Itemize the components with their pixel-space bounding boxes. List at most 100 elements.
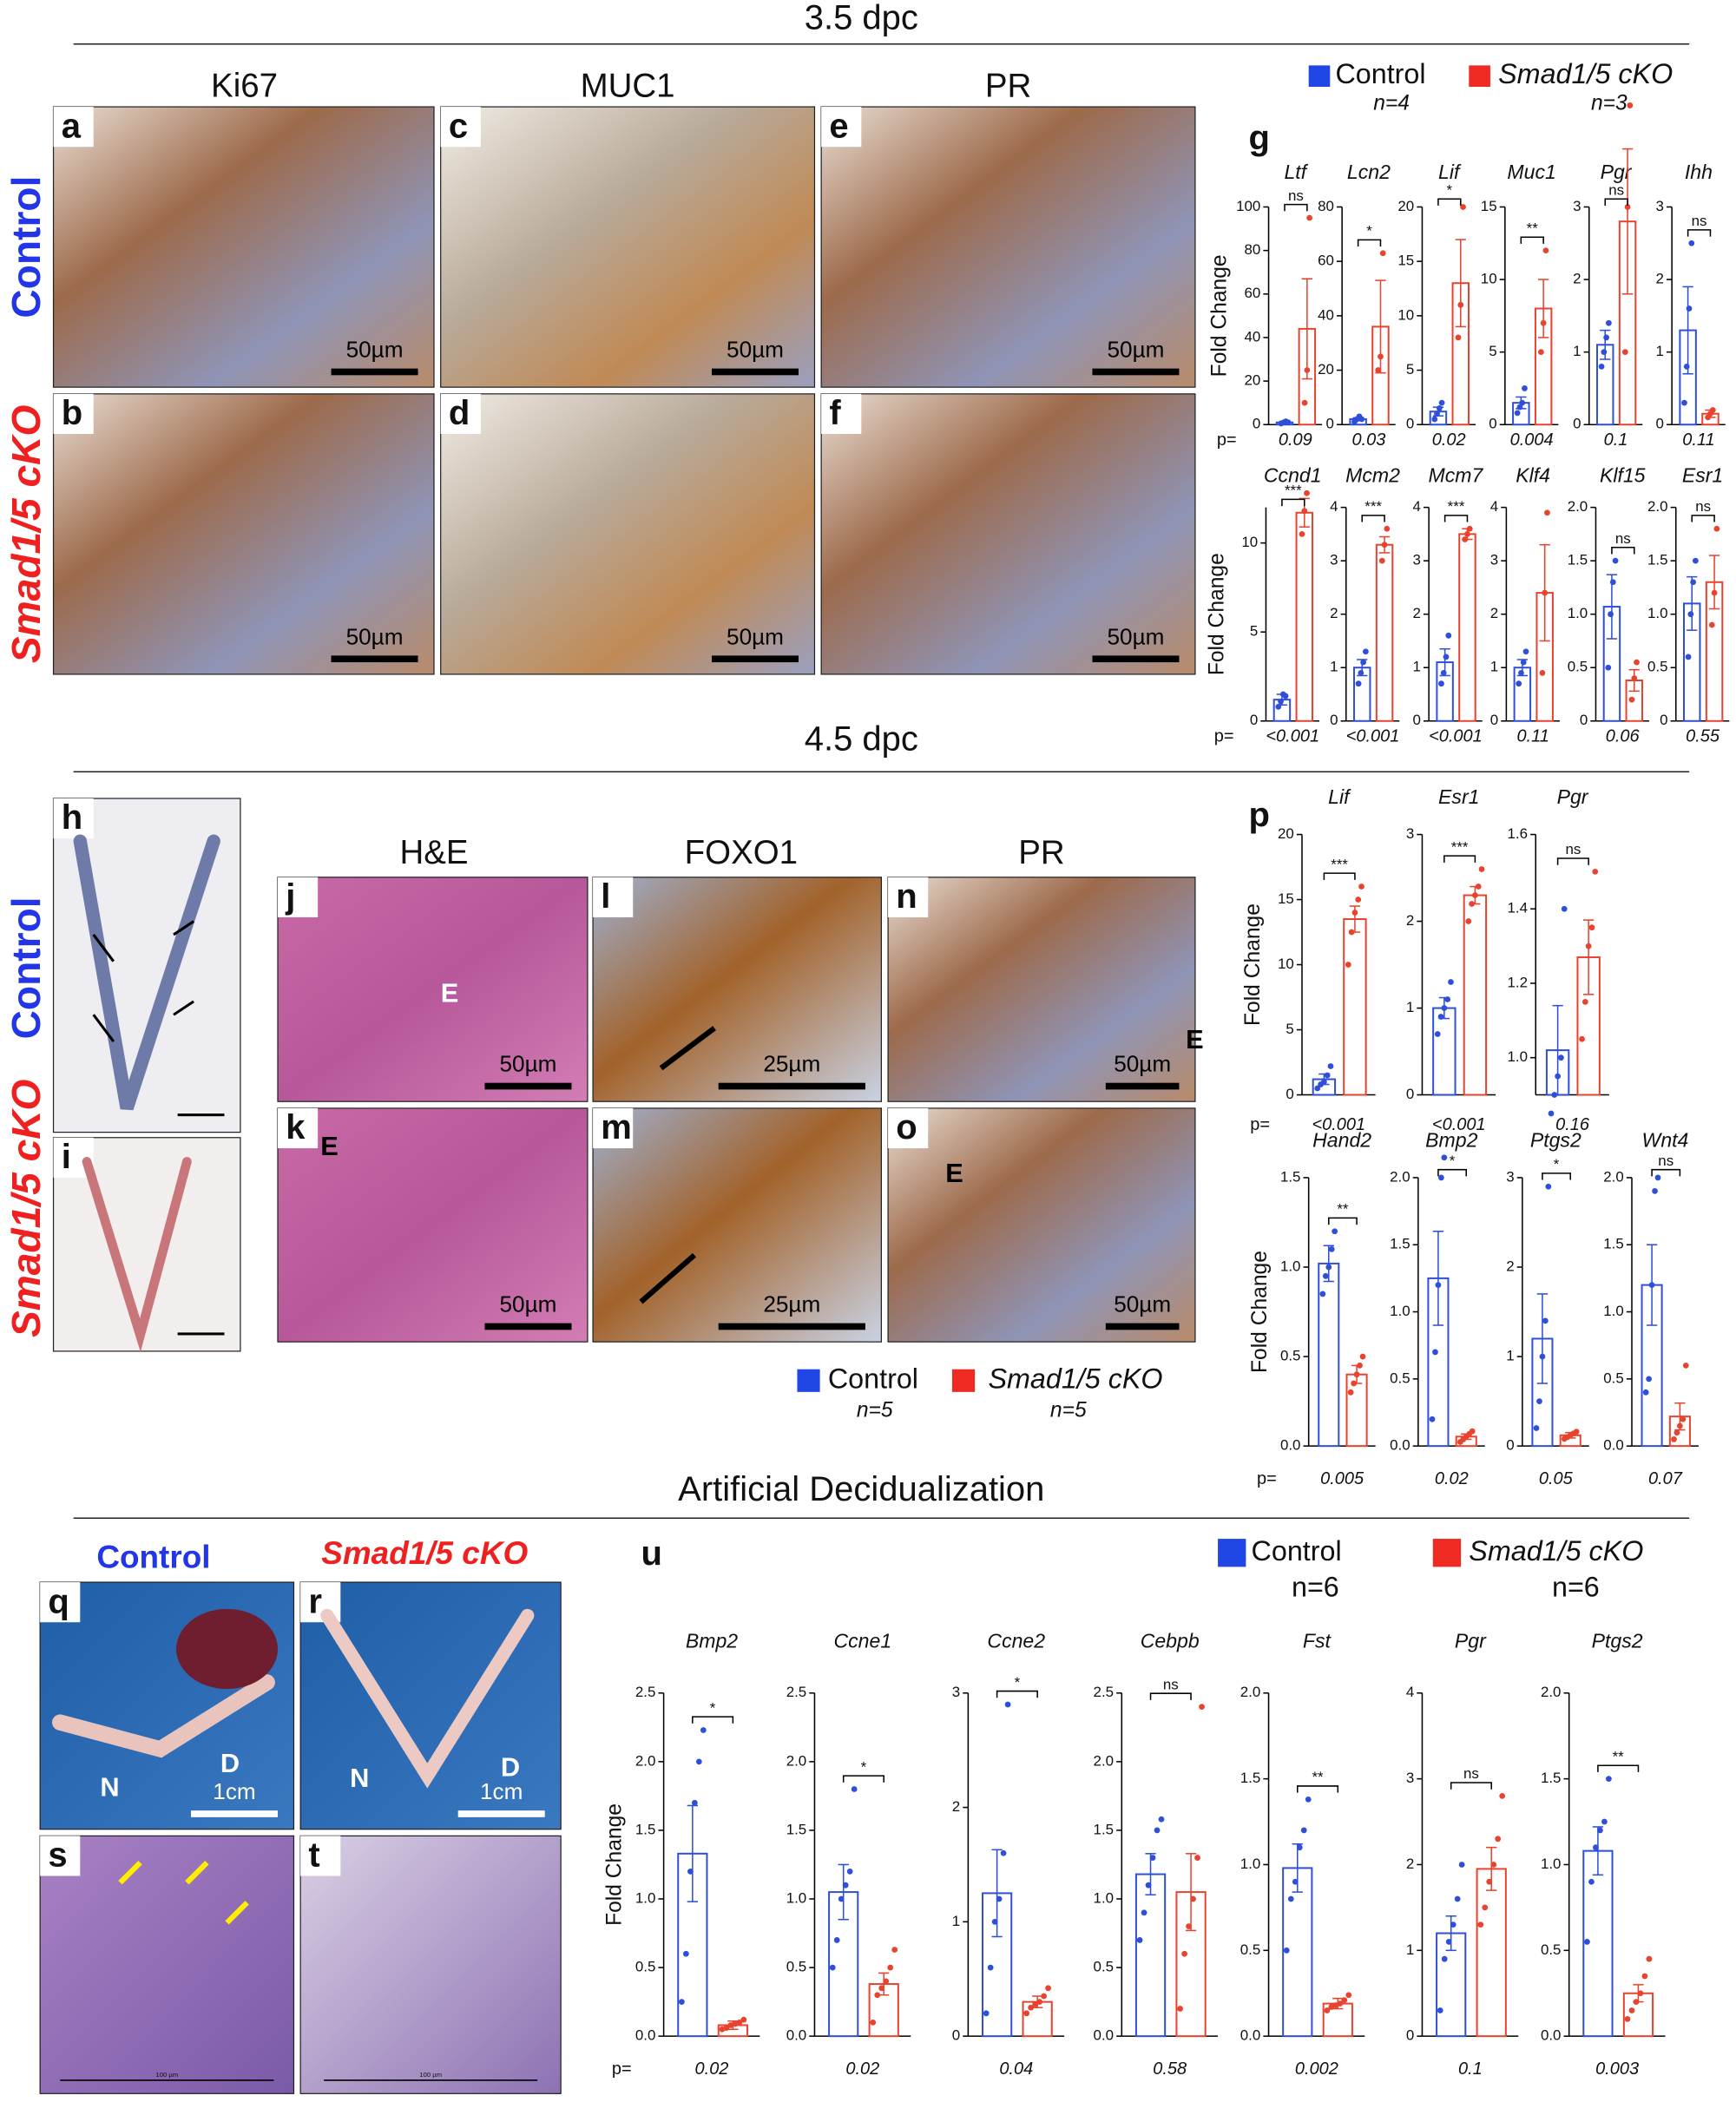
data-point (1304, 367, 1311, 373)
y-tick-label: 1.5 (1541, 1770, 1562, 1786)
data-point (1292, 1878, 1299, 1885)
data-point (1646, 1376, 1653, 1383)
data-point (991, 1918, 998, 1925)
y-tick-label: 1.5 (1568, 552, 1588, 568)
data-point (1573, 1429, 1580, 1435)
data-point (1332, 1228, 1338, 1235)
bar (1343, 918, 1367, 1096)
data-point (1327, 1063, 1334, 1069)
panel-letter: t (308, 1836, 319, 1875)
y-tick-label: 5 (1406, 361, 1414, 378)
y-tick-label: 0.5 (1390, 1370, 1410, 1386)
y-tick-label: 0.5 (1094, 1959, 1115, 1975)
significance-bracket (1520, 236, 1544, 244)
y-tick-label: 1.5 (1280, 1168, 1301, 1185)
y-tick-label: 2.0 (1647, 498, 1668, 515)
scale-bar-label: 100 µm (419, 2071, 442, 2079)
data-point (1542, 1317, 1549, 1324)
chart-title: Lif (1438, 161, 1462, 183)
y-tick-label: 4 (1490, 498, 1498, 515)
y-tick-label: 20 (1278, 825, 1294, 842)
y-tick-label: 2 (1406, 1856, 1414, 1872)
y-tick-label: 1.6 (1507, 825, 1528, 842)
p-value: 0.02 (1432, 430, 1466, 450)
panel-letter: i (62, 1138, 71, 1176)
panel-letter-box (53, 798, 94, 839)
data-point (1682, 1363, 1689, 1369)
legend-swatch (797, 1369, 820, 1392)
significance-bracket (1281, 498, 1305, 507)
y-tick-label: 0 (1326, 416, 1334, 432)
y-tick-label: 2.5 (1094, 1684, 1115, 1700)
data-point (1478, 866, 1485, 872)
panel-letter: j (285, 877, 295, 916)
panel-letter-box (53, 393, 94, 434)
y-tick-label: 80 (1244, 241, 1260, 258)
significance-bracket (1357, 239, 1382, 247)
data-point (996, 1895, 1003, 1902)
data-point (1145, 1882, 1152, 1889)
significance-label: * (710, 1699, 716, 1716)
data-point (1357, 1363, 1363, 1369)
y-tick-label: 2 (1656, 271, 1664, 287)
y-tick-label: 1 (1573, 343, 1581, 359)
scale-bar (718, 1082, 865, 1090)
y-tick-label: 0 (1250, 712, 1258, 728)
scale-bar (177, 1113, 225, 1117)
y-tick-label: 0.5 (786, 1959, 807, 1975)
scale-bar-label: 50µm (1114, 1051, 1171, 1077)
y-tick-label: 0.5 (1568, 659, 1588, 675)
scale-bar-label: 50µm (500, 1051, 557, 1077)
data-point (1341, 1997, 1348, 2004)
p-value: 0.02 (1435, 1469, 1469, 1488)
legend-swatch (1218, 1539, 1246, 1567)
data-point (1458, 1862, 1465, 1868)
significance-bracket (1361, 515, 1385, 522)
y-tick-label: 0.0 (1390, 1437, 1410, 1454)
data-point (1621, 349, 1628, 356)
p-value: 0.1 (1458, 2059, 1483, 2079)
y-tick-label: 0 (1656, 416, 1664, 432)
p-value: <0.001 (1432, 1115, 1486, 1134)
y-tick-label: 15 (1397, 253, 1414, 269)
data-point (1633, 1999, 1640, 2005)
y-tick-label: 0 (1286, 1086, 1293, 1102)
data-point (1579, 1035, 1585, 1042)
y-tick-label: 20 (1397, 198, 1414, 214)
data-point (1299, 530, 1305, 537)
bar (1282, 1867, 1313, 2038)
legend-n: n=5 (1050, 1399, 1087, 1422)
data-point (1677, 1422, 1683, 1429)
y-tick-label: 0.0 (1240, 2027, 1261, 2044)
y-axis-label: Fold Change (1208, 254, 1232, 377)
data-point (887, 1964, 894, 1971)
data-point (1686, 305, 1693, 312)
micrograph (887, 1107, 1196, 1343)
image-label: E (320, 1131, 339, 1161)
chart-title: Bmp2 (686, 1629, 738, 1652)
data-point (1522, 385, 1528, 391)
uterus (73, 834, 220, 1111)
scale-bar (177, 1332, 225, 1336)
group-label: Smad1/5 cKO (321, 1535, 528, 1571)
y-tick-label: 2.0 (1390, 1168, 1410, 1185)
y-tick-label: 1 (1406, 999, 1414, 1015)
data-point (1516, 404, 1523, 411)
data-point (1181, 1950, 1187, 1957)
arrow (225, 1901, 249, 1925)
p-value: <0.001 (1429, 727, 1483, 746)
chart-title: Ihh (1685, 161, 1713, 183)
panel-letter-box (821, 107, 862, 148)
bar (1375, 543, 1394, 722)
chart-title: Ltf (1284, 161, 1308, 183)
y-tick-label: 0 (1413, 712, 1421, 728)
data-point (700, 1727, 707, 1733)
micrograph (52, 106, 435, 388)
y-tick-label: 1.0 (1603, 1303, 1624, 1319)
y-tick-label: 3 (1573, 198, 1581, 214)
significance-label: ns (1288, 187, 1304, 204)
column-header: MUC1 (581, 68, 675, 105)
p-value: 0.11 (1516, 727, 1549, 746)
scale-bar (712, 655, 799, 663)
data-point (1713, 525, 1720, 532)
